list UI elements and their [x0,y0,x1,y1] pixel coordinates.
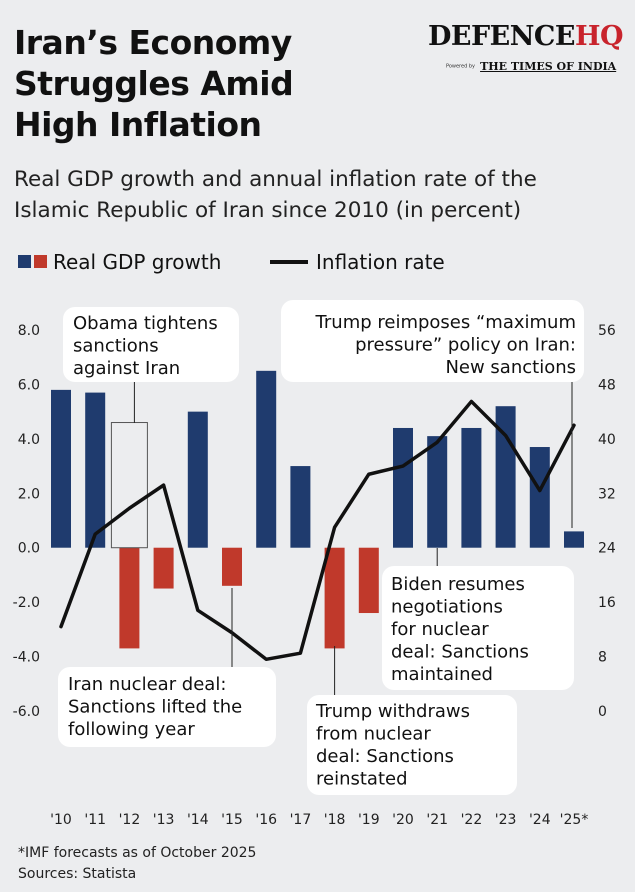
annotation-text: pressure” policy on Iran: [355,335,576,356]
gdp-bar [51,389,71,548]
x-axis-tick-label: '10 [50,812,72,828]
annotation-text: maintained [391,664,493,685]
footnote-source: Sources: Statista [18,866,137,882]
title-line: High Inflation [14,105,262,144]
inflation-line [59,399,576,662]
subtitle-line: Real GDP growth and annual inflation rat… [14,167,537,192]
gdp-bar [290,466,311,548]
annotation-text: Biden resumes [391,574,525,595]
right-axis-tick-label: 40 [598,432,616,448]
left-axis-tick-label: 6.0 [18,377,40,393]
annotation-text: following year [68,719,195,740]
x-axis-tick-label: '23 [495,812,517,828]
annotation-text: Trump withdraws [315,701,470,722]
annotation-text: Sanctions lifted the [68,697,242,718]
chart-footnotes: *IMF forecasts as of October 2025 Source… [18,843,256,885]
footnote-imf: *IMF forecasts as of October 2025 [18,845,257,861]
left-axis-tick-label: 8.0 [18,323,40,339]
gdp-bar [187,411,208,548]
x-axis-tick-label: '20 [392,812,414,828]
right-axis-tick-label: 24 [598,541,616,557]
gdp-bar [393,427,413,548]
annotation-box [382,566,574,690]
annotation-text: negotiations [391,597,503,618]
logo-powered-label: Powered by [446,63,475,70]
legend-line-swatch [270,260,308,264]
right-axis-tick-label: 56 [598,323,616,339]
x-axis-tick-label: '13 [153,812,175,828]
gdp-bar [529,447,550,548]
right-axis-tick-label: 16 [598,595,616,611]
publisher-logo: DEFENCEHQ Powered by THE TIMES OF INDIA [428,22,628,74]
legend-swatch-negative [34,255,47,268]
x-axis-tick-label: '14 [187,812,209,828]
right-axis-tick-label: 0 [598,704,607,720]
right-axis-tick-label: 48 [598,377,616,393]
gdp-bar [119,547,140,649]
legend-inflation-label: Inflation rate [316,250,445,274]
logo-powered-by: Powered by THE TIMES OF INDIA [446,56,616,75]
gdp-bar [427,436,448,548]
left-axis-tick-label: 4.0 [18,432,40,448]
gdp-bar [153,547,174,589]
x-axis-tick-label: '12 [119,812,141,828]
gdp-bar [256,370,277,548]
annotation-text: New sanctions [445,357,576,378]
x-axis-tick-label: '21 [426,812,448,828]
title-line: Iran’s Economy [14,23,292,62]
logo-wordmark: DEFENCEHQ [428,22,628,52]
gdp-bar [461,427,482,548]
legend-inflation: Inflation rate [270,248,445,276]
gdp-bar [222,547,242,586]
annotation-text: from nuclear [316,724,431,745]
annotation-text: deal: Sanctions [316,746,454,767]
x-axis-tick-label: '24 [529,812,551,828]
annotation-box [307,695,517,795]
x-axis-tick-label: '15 [221,812,243,828]
annotation-box [281,300,584,382]
annotation-text: for nuclear [391,619,489,640]
logo-defence: DEFENCE [428,21,576,52]
annotation-text: against Iran [73,358,180,379]
legend-gdp: Real GDP growth [18,248,221,276]
title-line: Struggles Amid [14,64,294,103]
annotation-text: Iran nuclear deal: [68,674,226,695]
x-axis-tick-label: '16 [255,812,277,828]
logo-hq: HQ [575,21,624,52]
page-title: Iran’s Economy Struggles Amid High Infla… [14,22,394,145]
annotation-box [58,667,276,747]
annotation-text: reinstated [316,769,408,790]
left-axis-tick-label: -4.0 [13,650,40,666]
subtitle-line: Islamic Republic of Iran since 2010 (in … [14,198,522,223]
left-axis-tick-label: -6.0 [13,704,40,720]
x-axis-tick-label: '25* [560,812,589,828]
annotation-text: deal: Sanctions [391,642,529,663]
x-axis-tick-label: '11 [84,812,106,828]
annotation-frame-2012 [110,422,148,549]
left-axis-tick-label: 2.0 [18,486,40,502]
right-axis-tick-label: 8 [598,650,607,666]
gdp-bar [358,547,379,614]
x-axis-tick-label: '22 [461,812,483,828]
legend-gdp-label: Real GDP growth [53,250,222,274]
x-axis-tick-label: '18 [324,812,346,828]
left-axis-tick-label: -2.0 [13,595,40,611]
annotation-text: Trump reimposes “maximum [315,312,576,333]
gdp-bar [85,392,106,548]
right-axis-tick-label: 32 [598,486,616,502]
chart-subtitle: Real GDP growth and annual inflation rat… [14,164,624,226]
annotation-text: sanctions [73,336,159,357]
legend-swatch-positive [18,255,31,268]
gdp-bar [324,547,345,649]
left-axis-tick-label: 0.0 [18,541,40,557]
gdp-bar [564,531,584,548]
logo-toi: THE TIMES OF INDIA [480,60,617,73]
annotation-text: Obama tightens [73,313,218,334]
x-axis-tick-label: '17 [290,812,312,828]
x-axis-tick-label: '19 [358,812,380,828]
annotation-box [63,307,239,382]
